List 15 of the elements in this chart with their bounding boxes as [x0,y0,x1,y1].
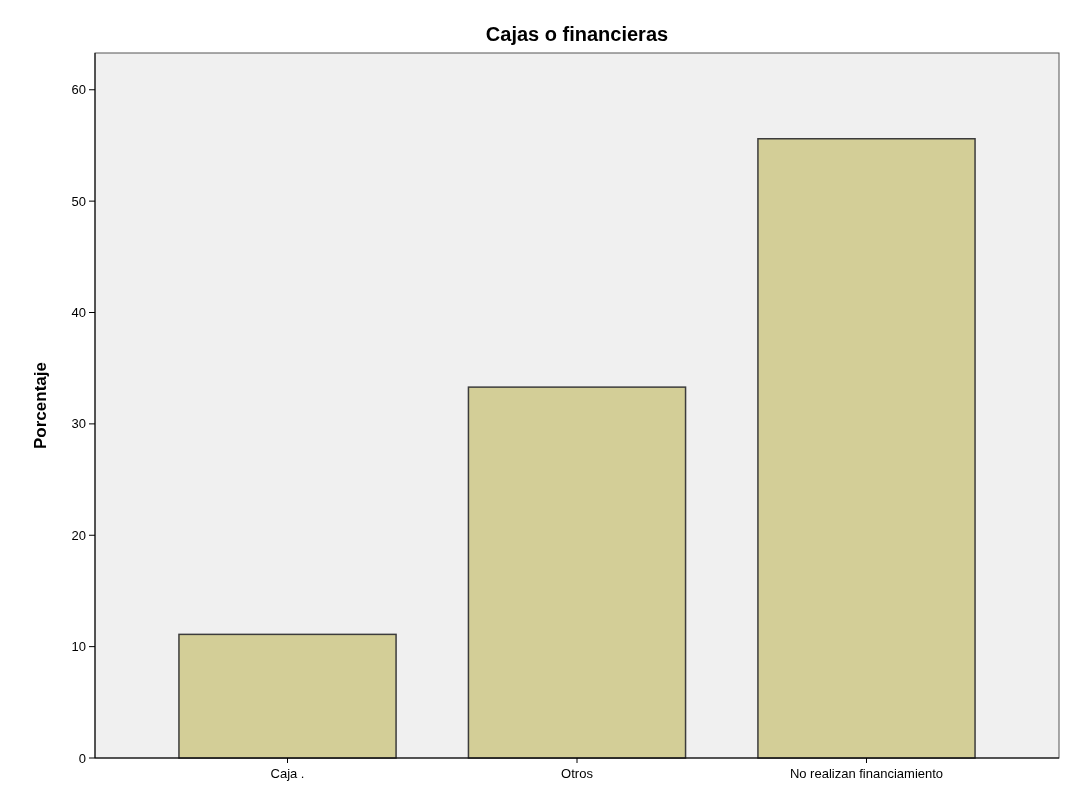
y-tick-label: 40 [71,305,86,321]
chart-title: Cajas o financieras [485,23,669,45]
bar [467,386,687,759]
x-tick-label: Otros [561,766,594,781]
y-tick-label: 60 [71,82,86,98]
y-tick-label: 30 [71,416,86,432]
y-tick-label: 0 [78,750,86,766]
x-tick-label: No realizan financiamiento [789,766,944,781]
y-tick-label: 10 [71,639,86,655]
bar [178,633,397,759]
y-tick-label: 20 [71,527,86,543]
bar [757,138,976,759]
x-tick-label: Caja . [270,766,305,781]
y-axis-title: Porcentaje [31,362,50,449]
y-tick-label: 50 [71,193,86,209]
